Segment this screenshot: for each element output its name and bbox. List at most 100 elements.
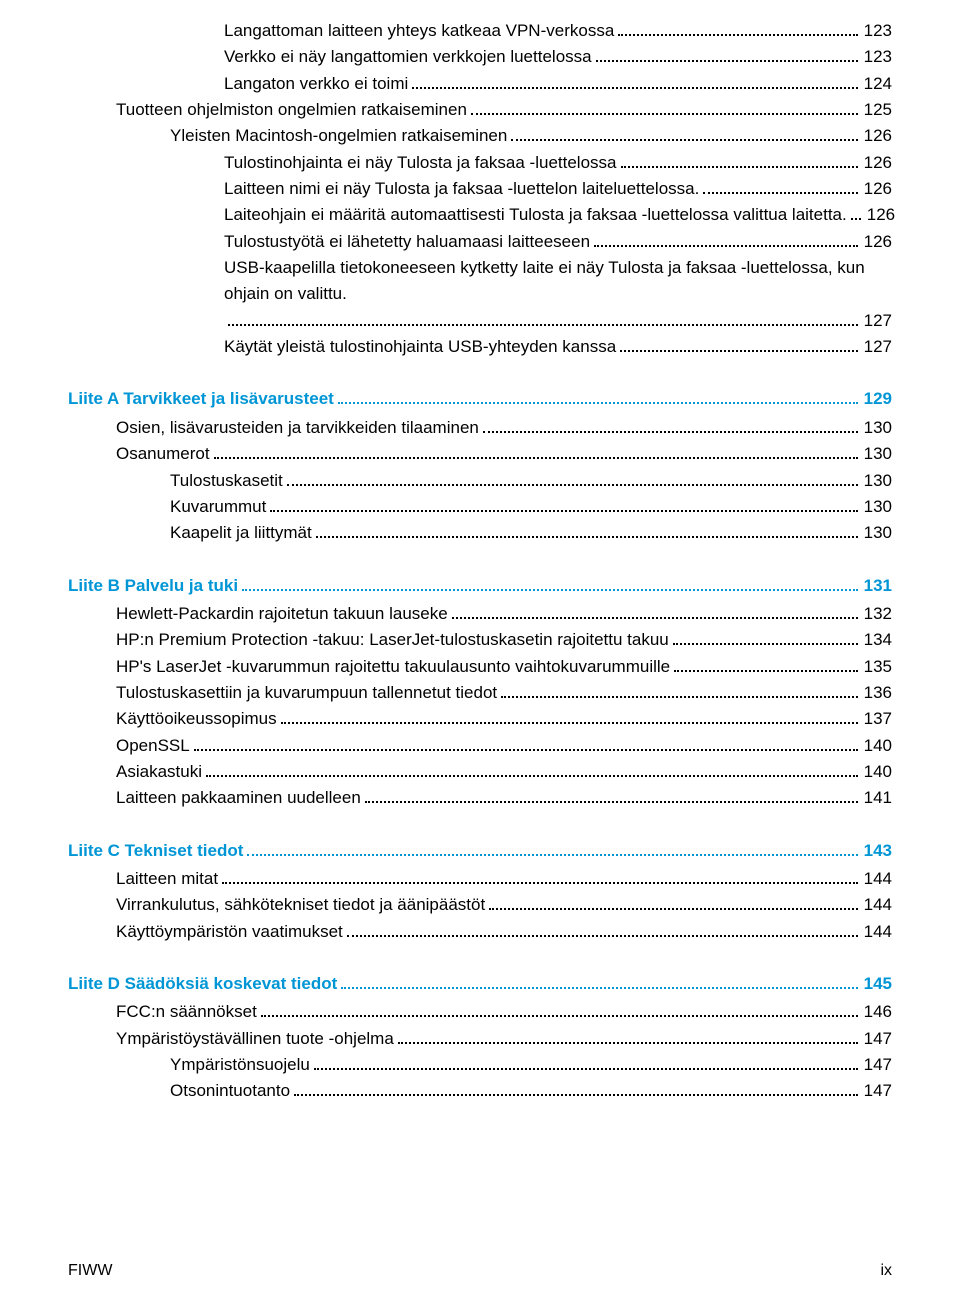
toc-section: Liite C Tekniset tiedot143Laitteen mitat… <box>68 838 892 945</box>
toc-entry-label: Kaapelit ja liittymät <box>170 520 312 546</box>
toc-entry-label: Langattoman laitteen yhteys katkeaa VPN-… <box>224 18 614 44</box>
toc-leader <box>511 139 857 141</box>
toc-entry[interactable]: Käytät yleistä tulostinohjainta USB-yhte… <box>224 334 892 360</box>
toc-entry[interactable]: Tulostuskasetit 130 <box>170 468 892 494</box>
toc-entry[interactable]: Virrankulutus, sähkötekniset tiedot ja ä… <box>116 892 892 918</box>
toc-leader <box>483 431 858 433</box>
toc-entry[interactable]: Ympäristöystävällinen tuote -ohjelma147 <box>116 1026 892 1052</box>
toc-entry[interactable]: Asiakastuki 140 <box>116 759 892 785</box>
table-of-contents: Langattoman laitteen yhteys katkeaa VPN-… <box>68 18 892 1105</box>
toc-leader <box>206 775 858 777</box>
toc-entry-page: 123 <box>862 18 892 44</box>
toc-leader <box>673 643 858 645</box>
toc-entry[interactable]: HP's LaserJet -kuvarummun rajoitettu tak… <box>116 654 892 680</box>
toc-entry[interactable]: Laitteen pakkaaminen uudelleen141 <box>116 785 892 811</box>
toc-entry-label: Kuvarummut <box>170 494 266 520</box>
toc-entry-page: 130 <box>862 468 892 494</box>
toc-entry[interactable]: Käyttöympäristön vaatimukset 144 <box>116 919 892 945</box>
toc-entry[interactable]: FCC:n säännökset 146 <box>116 999 892 1025</box>
page-container: Langattoman laitteen yhteys katkeaa VPN-… <box>0 0 960 1308</box>
toc-entry[interactable]: Laiteohjain ei määritä automaattisesti T… <box>224 202 892 228</box>
toc-entry-label: Osien, lisävarusteiden ja tarvikkeiden t… <box>116 415 479 441</box>
toc-entry-page: 146 <box>862 999 892 1025</box>
toc-heading[interactable]: Liite A Tarvikkeet ja lisävarusteet129 <box>68 386 892 412</box>
toc-entry-label: Laiteohjain ei määritä automaattisesti T… <box>224 202 847 228</box>
toc-entry-label: Käyttöympäristön vaatimukset <box>116 919 343 945</box>
toc-heading[interactable]: Liite C Tekniset tiedot143 <box>68 838 892 864</box>
toc-leader <box>618 34 857 36</box>
toc-leader <box>347 935 858 937</box>
toc-entry-page: 130 <box>862 415 892 441</box>
toc-entry-label: Yleisten Macintosh-ongelmien ratkaisemin… <box>170 123 507 149</box>
toc-entry[interactable]: Verkko ei näy langattomien verkkojen lue… <box>224 44 892 70</box>
toc-entry[interactable]: Tulostinohjainta ei näy Tulosta ja faksa… <box>224 150 892 176</box>
toc-entry[interactable]: Ympäristönsuojelu147 <box>170 1052 892 1078</box>
toc-leader <box>261 1015 858 1017</box>
toc-entry-page: 135 <box>862 654 892 680</box>
toc-entry-page: 127 <box>862 308 892 334</box>
toc-entry-page: 136 <box>862 680 892 706</box>
toc-heading-page: 129 <box>862 386 892 412</box>
toc-leader <box>316 536 858 538</box>
toc-entry-page: 144 <box>862 892 892 918</box>
toc-entry-label: Käyttöoikeussopimus <box>116 706 277 732</box>
toc-leader <box>452 617 858 619</box>
toc-entry[interactable]: Tulostustyötä ei lähetetty haluamaasi la… <box>224 229 892 255</box>
toc-entry[interactable]: Hewlett-Packardin rajoitetun takuun laus… <box>116 601 892 627</box>
toc-leader <box>489 908 857 910</box>
toc-entry-page: 124 <box>862 71 892 97</box>
toc-entry[interactable]: Osien, lisävarusteiden ja tarvikkeiden t… <box>116 415 892 441</box>
toc-entry-page: 123 <box>862 44 892 70</box>
toc-entry[interactable]: Langattoman laitteen yhteys katkeaa VPN-… <box>224 18 892 44</box>
toc-entry[interactable]: Käyttöoikeussopimus137 <box>116 706 892 732</box>
toc-entry[interactable]: USB-kaapelilla tietokoneeseen kytketty l… <box>224 255 892 334</box>
toc-entry-label: Laitteen nimi ei näy Tulosta ja faksaa -… <box>224 176 699 202</box>
toc-entry-label: Tuotteen ohjelmiston ongelmien ratkaisem… <box>116 97 467 123</box>
toc-leader <box>365 801 858 803</box>
toc-leader <box>242 589 858 591</box>
toc-entry-page: 144 <box>862 866 892 892</box>
toc-leader <box>620 350 857 352</box>
toc-entry-label: Asiakastuki <box>116 759 202 785</box>
toc-leader <box>228 324 858 326</box>
toc-entry[interactable]: Osanumerot130 <box>116 441 892 467</box>
toc-entry[interactable]: OpenSSL140 <box>116 733 892 759</box>
toc-entry-page: 126 <box>862 150 892 176</box>
toc-leader <box>314 1068 858 1070</box>
toc-entry[interactable]: Tulostuskasettiin ja kuvarumpuun tallenn… <box>116 680 892 706</box>
toc-entry[interactable]: Otsonintuotanto147 <box>170 1078 892 1104</box>
toc-entry-page: 144 <box>862 919 892 945</box>
toc-leader <box>621 166 858 168</box>
toc-entry-page: 127 <box>862 334 892 360</box>
toc-entry-page: 140 <box>862 759 892 785</box>
toc-entry-label: Laitteen mitat <box>116 866 218 892</box>
toc-entry-label: Tulostuskasetit <box>170 468 283 494</box>
toc-entry-label: Ympäristönsuojelu <box>170 1052 310 1078</box>
toc-section: Liite D Säädöksiä koskevat tiedot145FCC:… <box>68 971 892 1105</box>
toc-leader <box>703 192 857 194</box>
toc-leader <box>270 510 857 512</box>
toc-leader <box>501 696 857 698</box>
toc-entry[interactable]: HP:n Premium Protection -takuu: LaserJet… <box>116 627 892 653</box>
toc-heading-label: Liite D Säädöksiä koskevat tiedot <box>68 971 337 997</box>
toc-entry-page: 147 <box>862 1078 892 1104</box>
toc-heading[interactable]: Liite D Säädöksiä koskevat tiedot145 <box>68 971 892 997</box>
footer-left: FIWW <box>68 1262 112 1280</box>
toc-leader <box>247 854 857 856</box>
toc-entry-page: 140 <box>862 733 892 759</box>
toc-entry[interactable]: Yleisten Macintosh-ongelmien ratkaisemin… <box>170 123 892 149</box>
toc-section: Liite A Tarvikkeet ja lisävarusteet129 Os… <box>68 386 892 546</box>
toc-entry[interactable]: Tuotteen ohjelmiston ongelmien ratkaisem… <box>116 97 892 123</box>
toc-entry[interactable]: Langaton verkko ei toimi124 <box>224 71 892 97</box>
toc-entry-label: Hewlett-Packardin rajoitetun takuun laus… <box>116 601 448 627</box>
toc-entry[interactable]: Laitteen mitat 144 <box>116 866 892 892</box>
toc-entry[interactable]: Kaapelit ja liittymät130 <box>170 520 892 546</box>
toc-entry-page: 130 <box>862 441 892 467</box>
toc-heading[interactable]: Liite B Palvelu ja tuki131 <box>68 573 892 599</box>
toc-entry-label: Virrankulutus, sähkötekniset tiedot ja ä… <box>116 892 485 918</box>
toc-entry-page: 126 <box>862 229 892 255</box>
toc-entry-page: 125 <box>862 97 892 123</box>
toc-entry[interactable]: Laitteen nimi ei näy Tulosta ja faksaa -… <box>224 176 892 202</box>
toc-entry-label: FCC:n säännökset <box>116 999 257 1025</box>
toc-entry[interactable]: Kuvarummut130 <box>170 494 892 520</box>
